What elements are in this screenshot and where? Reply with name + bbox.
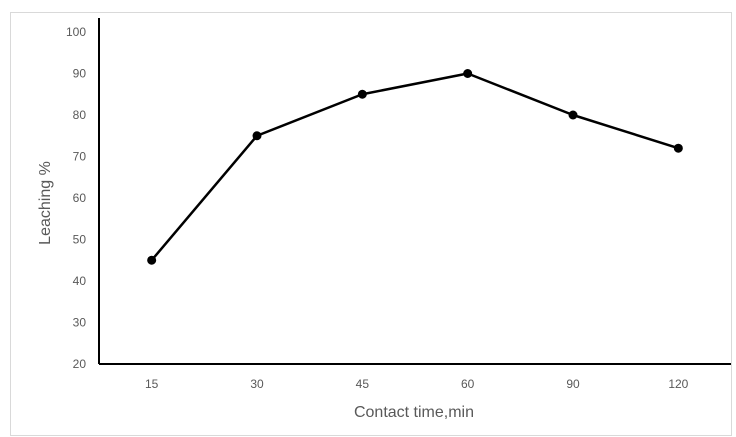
x-tick-label: 30 [250, 377, 264, 391]
y-tick-label: 90 [73, 67, 87, 81]
data-point [463, 69, 473, 78]
data-point [252, 131, 262, 141]
y-tick-label: 30 [73, 316, 87, 330]
y-tick-label: 40 [73, 274, 87, 288]
chart-frame [10, 12, 732, 436]
y-tick-label: 20 [73, 357, 87, 371]
x-tick-label: 60 [461, 377, 475, 391]
x-tick-label: 15 [145, 377, 159, 391]
x-tick-label: 120 [668, 377, 688, 391]
y-tick-label: 100 [66, 25, 86, 39]
data-point [673, 143, 683, 153]
x-axis-ticks: 15 30 45 60 90 120 [145, 377, 689, 391]
data-point [357, 89, 367, 99]
y-axis-label: Leaching % [37, 161, 54, 245]
y-tick-label: 80 [73, 108, 87, 122]
series-layer [147, 69, 683, 265]
data-point [568, 110, 578, 120]
y-tick-label: 60 [73, 191, 87, 205]
x-axis-label: Contact time,min [354, 404, 474, 421]
x-tick-label: 45 [356, 377, 370, 391]
y-axis-ticks: 20 30 40 50 60 70 80 90 100 [66, 25, 86, 371]
data-point [147, 255, 157, 265]
x-tick-label: 90 [566, 377, 580, 391]
y-tick-label: 50 [73, 233, 87, 247]
series-line [150, 72, 679, 262]
y-tick-label: 70 [73, 150, 87, 164]
